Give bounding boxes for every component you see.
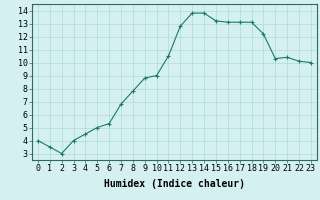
X-axis label: Humidex (Indice chaleur): Humidex (Indice chaleur)	[104, 179, 245, 189]
